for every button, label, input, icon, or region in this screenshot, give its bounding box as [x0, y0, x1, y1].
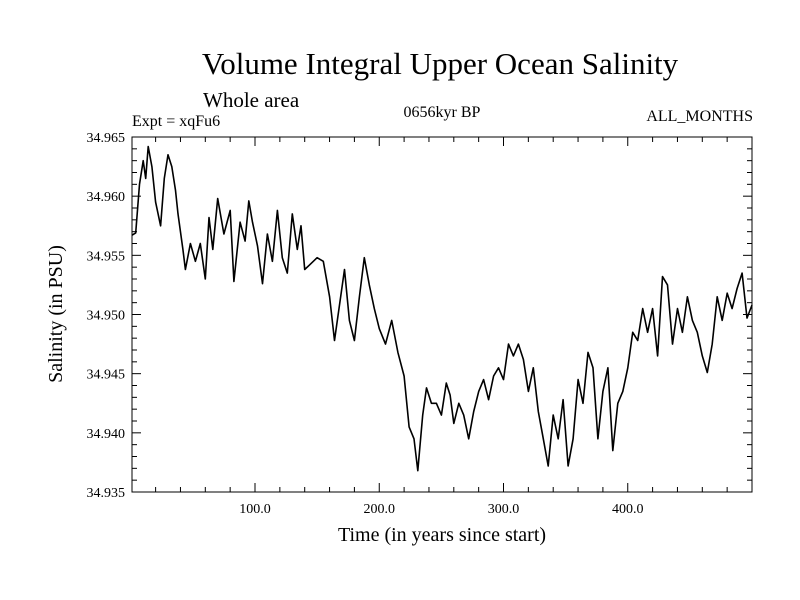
axis-tick-labels: 100.0 200.0 300.0 400.0 34.935 34.940 34.945 34… — [87, 131, 644, 517]
plot-frame — [131, 136, 753, 493]
months-label: ALL_MONTHS — [646, 108, 753, 125]
y-tick-label: 34.960 — [87, 190, 126, 205]
salinity-series-line — [131, 145, 753, 472]
x-axis-label: Time (in years since start) — [338, 524, 546, 546]
period-label: 0656kyr BP — [403, 104, 481, 121]
y-tick-label: 34.955 — [87, 249, 126, 264]
y-tick-label: 34.965 — [87, 131, 126, 146]
x-tick-label: 300.0 — [488, 502, 520, 517]
x-tick-label: 100.0 — [239, 502, 271, 517]
y-tick-label: 34.945 — [87, 368, 126, 383]
y-tick-label: 34.950 — [87, 309, 126, 324]
y-tick-label: 34.935 — [87, 486, 126, 501]
x-tick-label: 200.0 — [364, 502, 396, 517]
x-tick-label: 400.0 — [612, 502, 644, 517]
y-tick-label: 34.940 — [87, 427, 126, 442]
chart-subtitle: Whole area — [203, 88, 300, 112]
axis-ticks — [132, 136, 752, 493]
experiment-label: Expt = xqFu6 — [132, 113, 221, 130]
y-axis-label: Salinity (in PSU) — [45, 245, 67, 383]
chart-title: Volume Integral Upper Ocean Salinity — [201, 46, 679, 81]
